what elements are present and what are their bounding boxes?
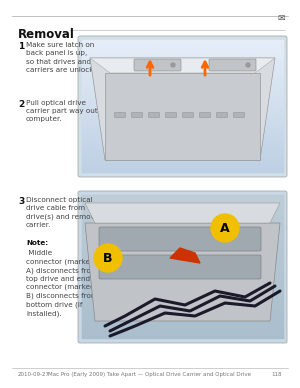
Text: 2: 2 bbox=[18, 100, 24, 109]
Text: A: A bbox=[220, 222, 230, 234]
Text: 3: 3 bbox=[18, 197, 24, 206]
FancyBboxPatch shape bbox=[233, 113, 244, 118]
Circle shape bbox=[171, 63, 175, 67]
FancyBboxPatch shape bbox=[217, 113, 227, 118]
FancyBboxPatch shape bbox=[134, 59, 181, 71]
Text: Removal: Removal bbox=[18, 28, 75, 41]
Text: 2010-09-27: 2010-09-27 bbox=[18, 372, 50, 377]
Text: Make sure latch on
back panel is up,
so that drives and
carriers are unlocked.: Make sure latch on back panel is up, so … bbox=[26, 42, 105, 73]
FancyBboxPatch shape bbox=[78, 36, 287, 177]
FancyBboxPatch shape bbox=[148, 113, 160, 118]
FancyBboxPatch shape bbox=[99, 255, 261, 279]
Text: Note:: Note: bbox=[26, 240, 48, 246]
Text: Disconnect optical
drive cable from
drive(s) and remove
carrier.: Disconnect optical drive cable from driv… bbox=[26, 197, 99, 228]
Text: 1: 1 bbox=[18, 42, 24, 51]
Polygon shape bbox=[90, 58, 275, 73]
Polygon shape bbox=[85, 223, 280, 321]
FancyBboxPatch shape bbox=[99, 227, 261, 251]
Polygon shape bbox=[85, 203, 280, 223]
Circle shape bbox=[246, 63, 250, 67]
FancyBboxPatch shape bbox=[166, 113, 176, 118]
Polygon shape bbox=[170, 248, 200, 263]
FancyBboxPatch shape bbox=[182, 113, 194, 118]
FancyBboxPatch shape bbox=[209, 59, 256, 71]
Circle shape bbox=[211, 214, 239, 242]
Circle shape bbox=[94, 244, 122, 272]
Polygon shape bbox=[90, 58, 275, 160]
Polygon shape bbox=[105, 73, 260, 160]
Text: Pull optical drive
carrier part way out of
computer.: Pull optical drive carrier part way out … bbox=[26, 100, 107, 123]
FancyBboxPatch shape bbox=[131, 113, 142, 118]
Text: B: B bbox=[103, 251, 113, 265]
FancyBboxPatch shape bbox=[200, 113, 211, 118]
Text: 118: 118 bbox=[272, 372, 282, 377]
FancyBboxPatch shape bbox=[115, 113, 125, 118]
Text: ✉: ✉ bbox=[278, 14, 285, 23]
FancyBboxPatch shape bbox=[78, 191, 287, 343]
Text: Middle
connector (marked
A) disconnects from
top drive and end
connector (marked: Middle connector (marked A) disconnects … bbox=[26, 250, 98, 317]
Text: Mac Pro (Early 2009) Take Apart — Optical Drive Carrier and Optical Drive: Mac Pro (Early 2009) Take Apart — Optica… bbox=[49, 372, 251, 377]
